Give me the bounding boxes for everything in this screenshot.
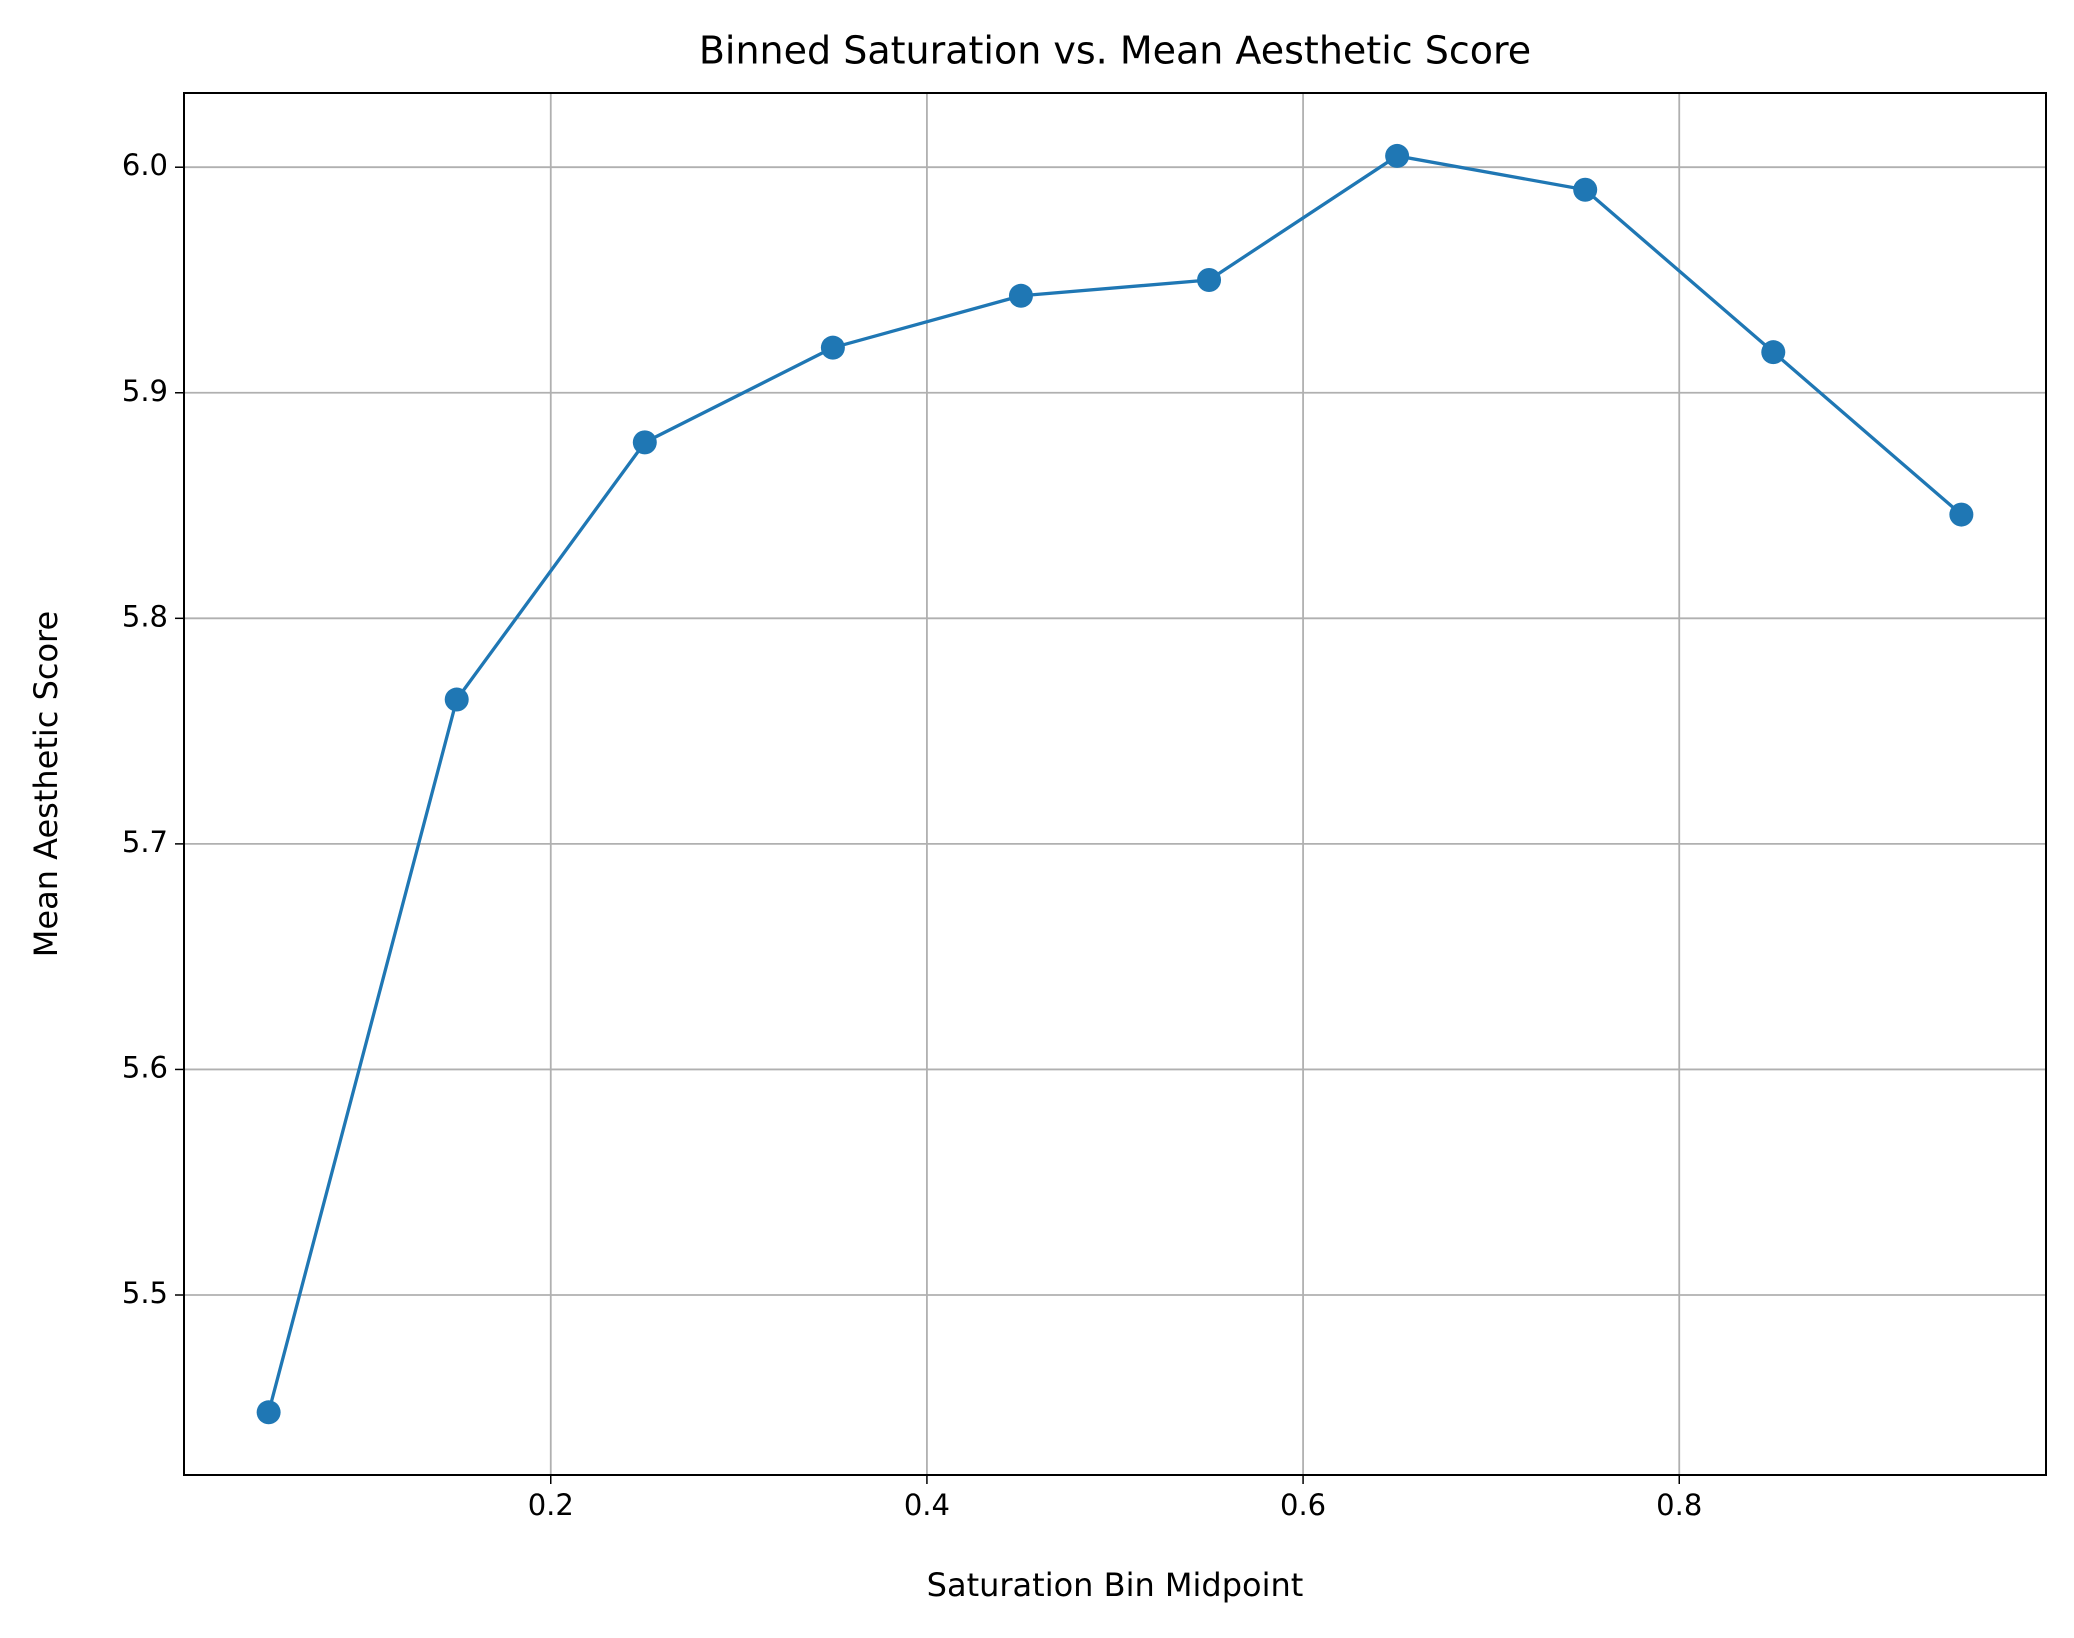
x-axis-label: Saturation Bin Midpoint	[927, 1566, 1304, 1604]
data-line	[266, 154, 1964, 1415]
y-tick-label: 5.8	[122, 599, 168, 633]
x-tick-label: 0.8	[1656, 1488, 1702, 1522]
data-point	[1573, 177, 1598, 202]
x-tick-label: 0.6	[1280, 1488, 1326, 1522]
y-tick-label: 5.5	[122, 1276, 168, 1310]
y-axis-label: Mean Aesthetic Score	[27, 611, 65, 957]
chart-title: Binned Saturation vs. Mean Aesthetic Sco…	[699, 29, 1531, 73]
x-tick-label: 0.4	[904, 1488, 950, 1522]
x-tick-label: 0.2	[528, 1488, 574, 1522]
y-tick-label: 5.7	[122, 825, 168, 859]
data-point	[632, 430, 657, 455]
data-point	[1197, 267, 1222, 292]
axes-frame	[183, 92, 2047, 1476]
y-tick-label: 6.0	[122, 148, 168, 182]
data-point	[1949, 502, 1974, 527]
y-tick-label: 5.6	[122, 1050, 168, 1084]
data-point	[820, 335, 845, 360]
data-point	[1008, 283, 1033, 308]
data-point	[256, 1400, 281, 1425]
y-tick-label: 5.9	[122, 374, 168, 408]
data-point	[1761, 340, 1786, 365]
data-point	[1385, 143, 1410, 168]
data-point	[444, 687, 469, 712]
